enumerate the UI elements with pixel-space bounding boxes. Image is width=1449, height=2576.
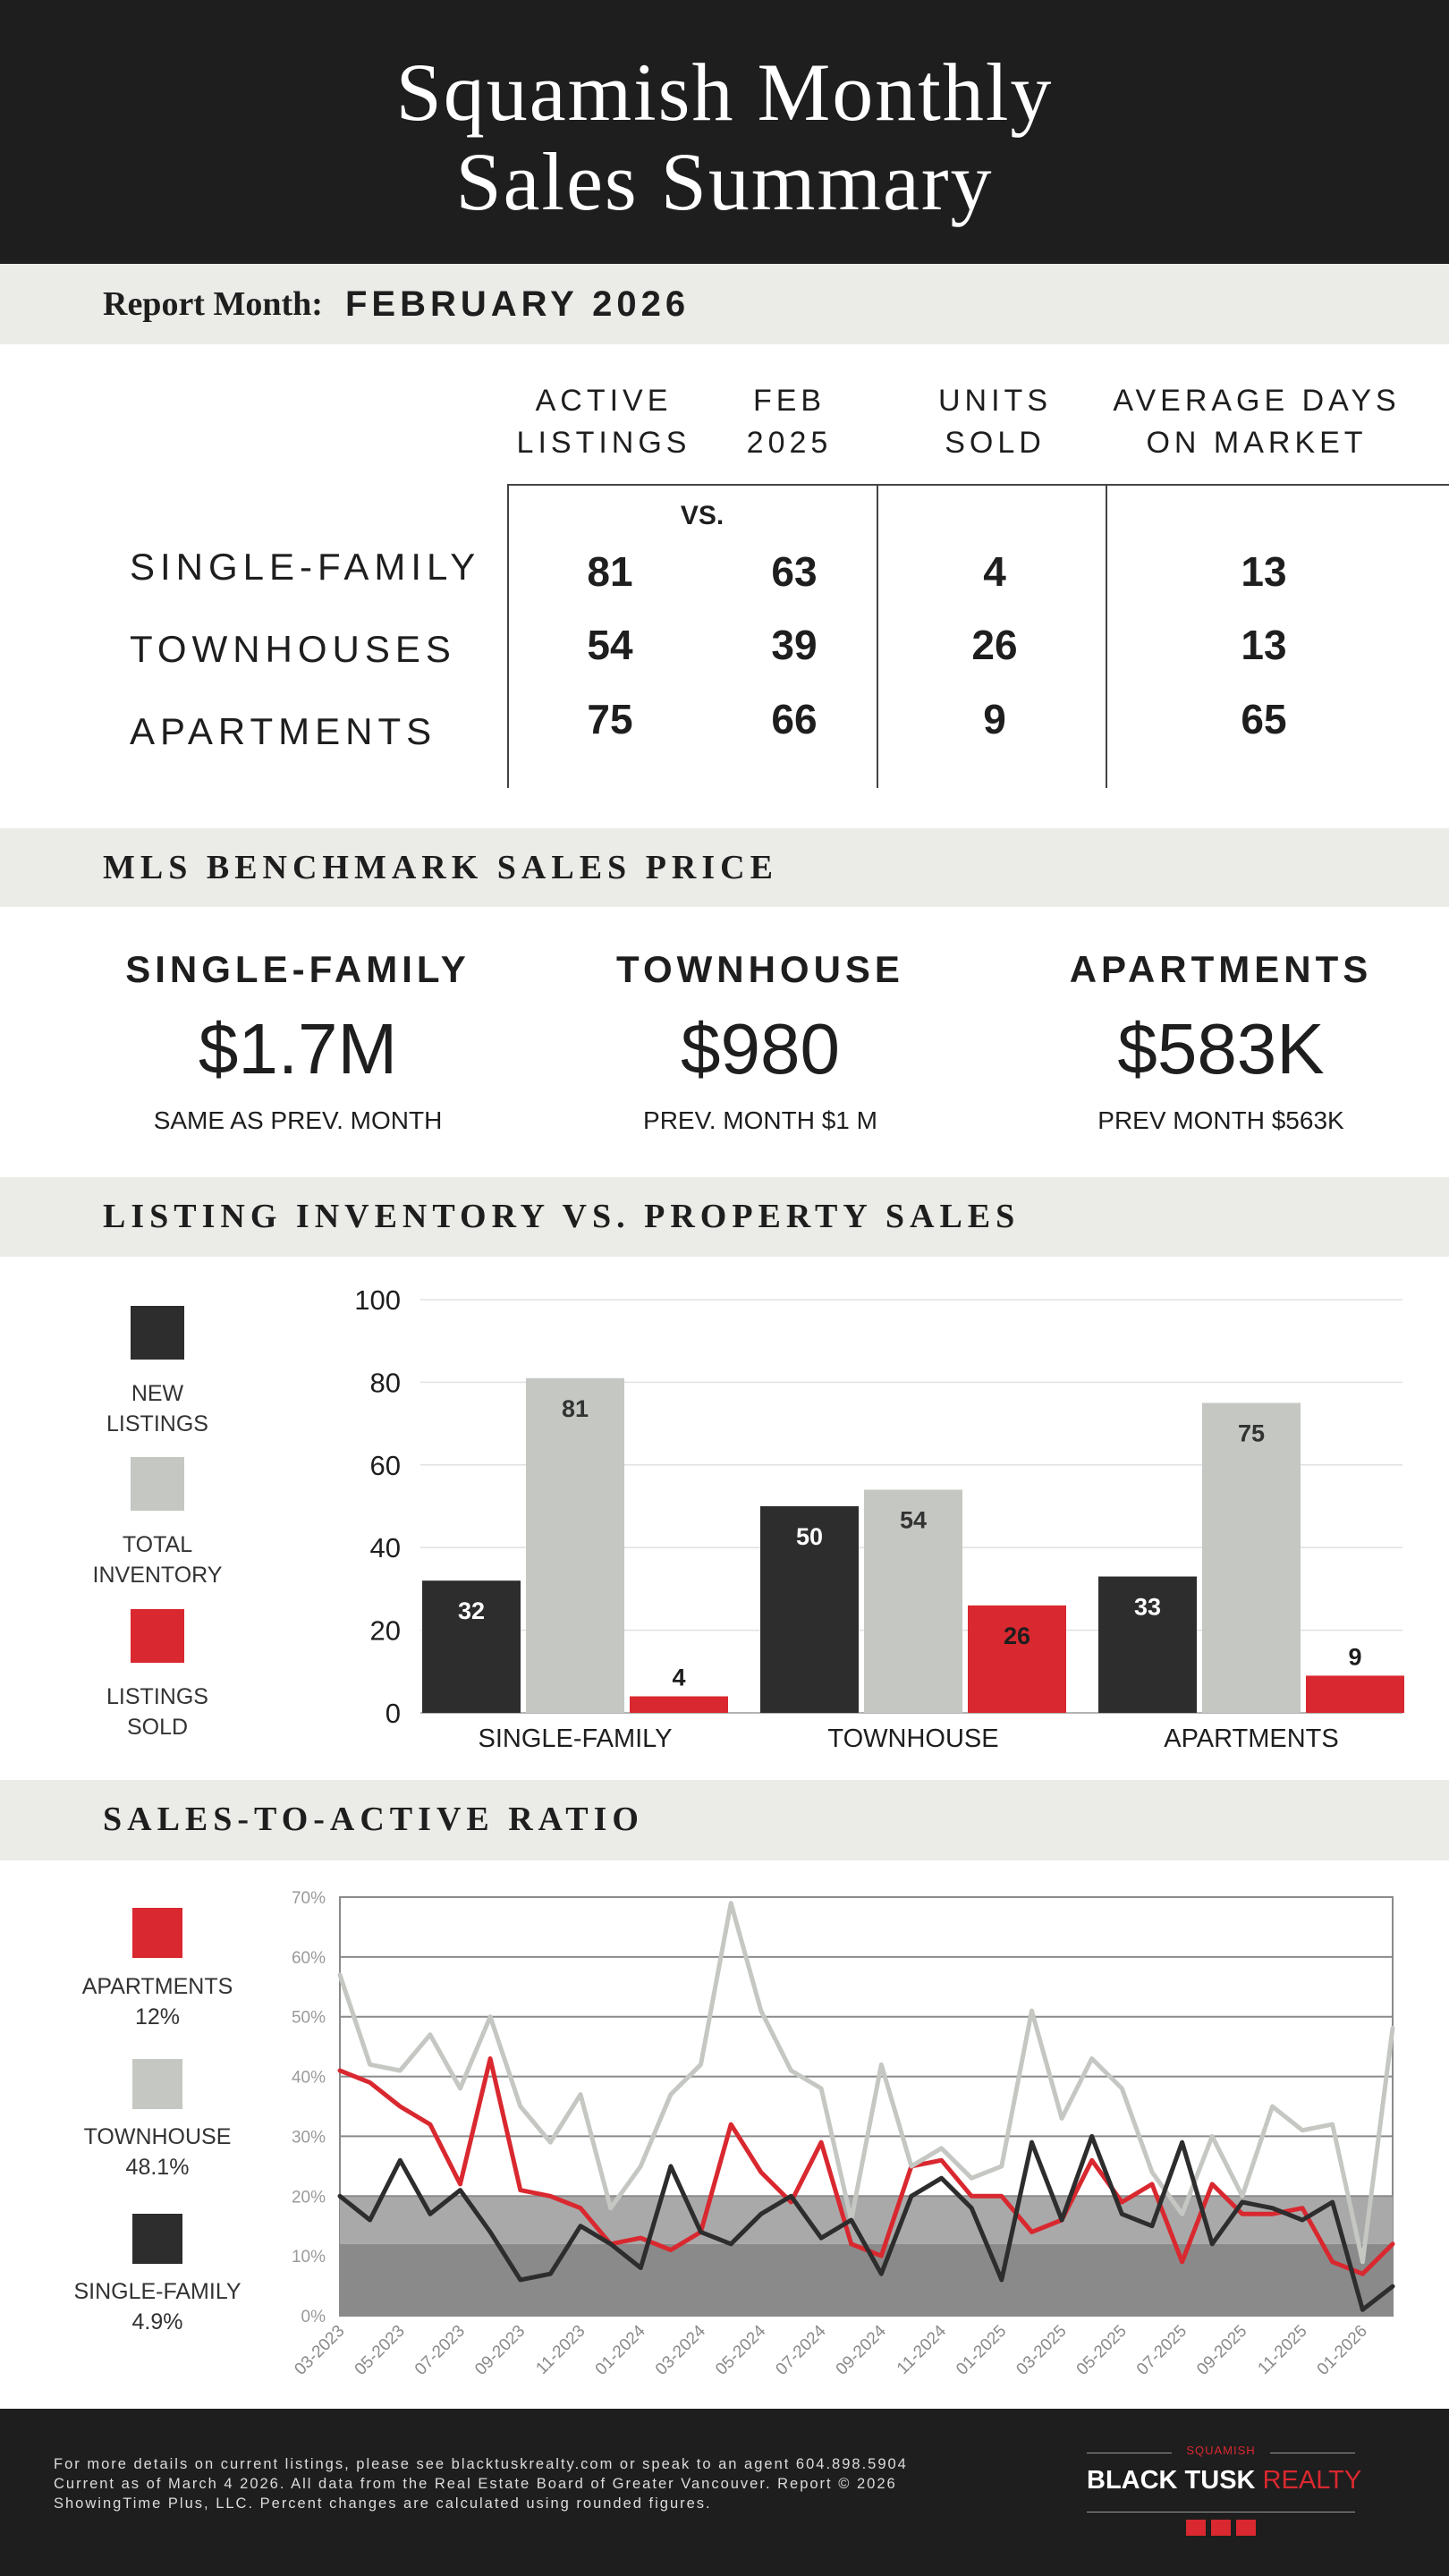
bar-ytick-40: 40 bbox=[370, 1532, 401, 1563]
report-month-value: FEBRUARY 2026 bbox=[345, 284, 691, 324]
legend-swatch-single-family bbox=[132, 2214, 182, 2264]
bar-1-0 bbox=[760, 1506, 859, 1713]
legend-swatch-total-inventory bbox=[131, 1457, 184, 1511]
single-family-active: 81 bbox=[587, 548, 633, 595]
page-footer: For more details on current listings, pl… bbox=[0, 2409, 1449, 2576]
logo-mountain-icon bbox=[1211, 2520, 1231, 2536]
logo-house-icon bbox=[1236, 2520, 1256, 2536]
bar-ytick-20: 20 bbox=[370, 1615, 401, 1647]
benchmark-value-townhouse: $980 bbox=[681, 1009, 840, 1089]
townhouses-dom: 13 bbox=[1241, 622, 1287, 668]
row-label-single-family: SINGLE-FAMILY bbox=[130, 546, 481, 588]
bar-ytick-100: 100 bbox=[354, 1284, 401, 1316]
ratio-band: SALES-TO-ACTIVE RATIO bbox=[0, 1780, 1449, 1860]
benchmark-value-single-family: $1.7M bbox=[198, 1009, 398, 1089]
apartments-sold: 9 bbox=[983, 696, 1006, 742]
bar-category-2: APARTMENTS bbox=[1164, 1724, 1339, 1753]
col-header-units-sold: UNITS SOLD bbox=[938, 384, 1052, 460]
bar-ytick-80: 80 bbox=[370, 1367, 401, 1398]
bar-1-2 bbox=[968, 1605, 1066, 1713]
bar-label-0-2: 4 bbox=[672, 1665, 685, 1691]
page-header: Squamish Monthly Sales Summary bbox=[0, 0, 1449, 264]
bar-0-1 bbox=[526, 1377, 624, 1713]
bar-label-1-0: 50 bbox=[796, 1523, 823, 1550]
table-header-divider bbox=[507, 484, 1449, 486]
legend-swatch-new-listings bbox=[131, 1306, 184, 1360]
bar-label-2-2: 9 bbox=[1348, 1643, 1361, 1670]
col-header-prev-year: FEB 2025 bbox=[746, 384, 833, 460]
legend-label-single-family: SINGLE-FAMILY 4.9% bbox=[73, 2279, 242, 2334]
benchmark-title-apartments: APARTMENTS bbox=[1069, 948, 1373, 990]
logo-building-icon bbox=[1186, 2520, 1206, 2536]
brand-logo: SQUAMISH BLACK TUSK REALTY bbox=[1087, 2441, 1362, 2548]
single-family-prev: 63 bbox=[771, 548, 818, 595]
apartments-dom: 65 bbox=[1241, 696, 1287, 742]
bar-2-2 bbox=[1306, 1675, 1404, 1713]
townhouses-sold: 26 bbox=[971, 622, 1018, 668]
benchmark-sub-apartments: PREV MONTH $563K bbox=[1097, 1106, 1344, 1134]
logo-small-text: SQUAMISH bbox=[1186, 2444, 1256, 2457]
ratio-section-title: SALES-TO-ACTIVE RATIO bbox=[103, 1801, 644, 1838]
bar-2-1 bbox=[1202, 1402, 1301, 1713]
report-month-label: Report Month: bbox=[103, 285, 323, 323]
single-family-dom: 13 bbox=[1241, 548, 1287, 595]
bar-1-1 bbox=[864, 1489, 962, 1713]
inventory-section-title: LISTING INVENTORY VS. PROPERTY SALES bbox=[103, 1198, 1021, 1235]
bar-0-2 bbox=[630, 1696, 728, 1713]
bar-category-1: TOWNHOUSE bbox=[827, 1724, 998, 1753]
benchmark-sub-townhouse: PREV. MONTH $1 M bbox=[643, 1106, 877, 1134]
apartments-prev: 66 bbox=[771, 696, 818, 742]
legend-label-new-listings: NEW LISTINGS bbox=[106, 1381, 208, 1436]
page-title-line2: Sales Summary bbox=[455, 136, 994, 227]
bar-label-2-0: 33 bbox=[1134, 1594, 1161, 1621]
report-month-band: Report Month: FEBRUARY 2026 bbox=[0, 264, 1449, 344]
bar-label-1-2: 26 bbox=[1004, 1623, 1030, 1649]
townhouses-active: 54 bbox=[587, 622, 633, 668]
legend-swatch-listings-sold bbox=[131, 1609, 184, 1663]
single-family-sold: 4 bbox=[983, 548, 1006, 595]
benchmark-title-single-family: SINGLE-FAMILY bbox=[125, 948, 470, 990]
legend-swatch-townhouse bbox=[132, 2059, 182, 2109]
row-label-townhouses: TOWNHOUSES bbox=[130, 628, 456, 670]
bar-ytick-60: 60 bbox=[370, 1450, 401, 1481]
benchmark-value-apartments: $583K bbox=[1117, 1009, 1325, 1089]
bar-label-2-1: 75 bbox=[1238, 1420, 1265, 1447]
col-header-days-on-market: AVERAGE DAYS ON MARKET bbox=[1113, 384, 1401, 460]
footer-note: For more details on current listings, pl… bbox=[54, 2456, 908, 2512]
vs-label: VS. bbox=[680, 501, 724, 530]
bar-ytick-0: 0 bbox=[386, 1698, 401, 1729]
bar-label-0-0: 32 bbox=[458, 1597, 485, 1624]
bar-2-0 bbox=[1098, 1576, 1197, 1713]
col-header-active: ACTIVE LISTINGS bbox=[516, 384, 691, 460]
table-divider-2 bbox=[877, 484, 878, 788]
legend-label-total-inventory: TOTAL INVENTORY bbox=[92, 1532, 223, 1588]
inventory-band: LISTING INVENTORY VS. PROPERTY SALES bbox=[0, 1177, 1449, 1257]
legend-label-apartments: APARTMENTS 12% bbox=[81, 1974, 233, 2029]
bar-0-0 bbox=[422, 1580, 521, 1713]
legend-label-listings-sold: LISTINGS SOLD bbox=[106, 1684, 208, 1740]
benchmark-title-townhouse: TOWNHOUSE bbox=[616, 948, 904, 990]
benchmark-sub-single-family: SAME AS PREV. MONTH bbox=[153, 1106, 443, 1134]
bar-label-1-1: 54 bbox=[900, 1507, 927, 1534]
legend-label-townhouse: TOWNHOUSE 48.1% bbox=[83, 2124, 232, 2180]
benchmark-section-title: MLS BENCHMARK SALES PRICE bbox=[103, 849, 778, 886]
logo-wordmark: BLACK TUSK REALTY bbox=[1087, 2466, 1362, 2495]
page-title-line1: Squamish Monthly bbox=[395, 47, 1054, 138]
table-divider-3 bbox=[1106, 484, 1107, 788]
legend-swatch-apartments bbox=[132, 1908, 182, 1958]
benchmark-band: MLS BENCHMARK SALES PRICE bbox=[0, 828, 1449, 907]
apartments-active: 75 bbox=[587, 696, 633, 742]
bar-label-0-1: 81 bbox=[562, 1395, 589, 1422]
table-divider-1 bbox=[507, 484, 509, 788]
bar-category-0: SINGLE-FAMILY bbox=[478, 1724, 672, 1753]
row-label-apartments: APARTMENTS bbox=[130, 710, 437, 752]
townhouses-prev: 39 bbox=[771, 622, 818, 668]
